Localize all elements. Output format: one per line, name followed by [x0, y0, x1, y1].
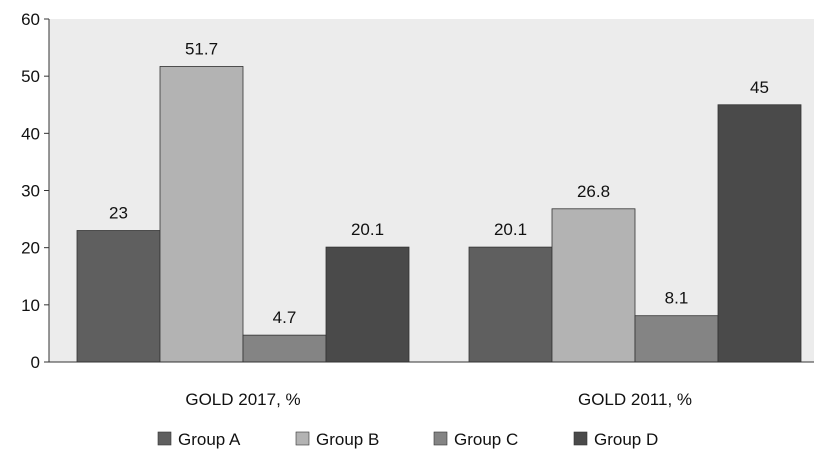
data-label: 51.7	[185, 39, 218, 58]
y-tick-label: 50	[21, 67, 40, 86]
y-tick-label: 60	[21, 10, 40, 29]
data-label: 23	[109, 204, 128, 223]
legend-swatch	[433, 431, 448, 446]
y-tick-label: 0	[31, 353, 40, 372]
bar-group-c-gold-2011	[634, 315, 719, 363]
legend-item-group-c: Group C	[433, 430, 518, 449]
bars-group	[76, 66, 802, 363]
legend-swatch	[573, 431, 588, 446]
bar-group-b-gold-2017	[159, 66, 244, 363]
legend-item-group-a: Group A	[157, 430, 241, 449]
data-label: 20.1	[494, 220, 527, 239]
bar-group-a-gold-2017	[76, 230, 161, 363]
y-tick-label: 10	[21, 296, 40, 315]
legend-label: Group B	[316, 430, 379, 449]
value-labels-group: 23 51.7 4.7 20.1 20.1 26.8 8.1 45	[109, 39, 769, 327]
legend-label: Group D	[594, 430, 658, 449]
y-axis: 0 10 20 30 40 50 60	[21, 10, 50, 372]
legend-swatch	[157, 431, 172, 446]
y-tick-label: 20	[21, 239, 40, 258]
data-label: 26.8	[577, 182, 610, 201]
x-category-label: GOLD 2017, %	[185, 390, 300, 409]
y-tick-label: 30	[21, 182, 40, 201]
legend-label: Group C	[454, 430, 518, 449]
x-axis: GOLD 2017, % GOLD 2011, %	[49, 361, 814, 409]
legend-swatch	[295, 431, 310, 446]
data-label: 45	[750, 78, 769, 97]
bar-group-c-gold-2017	[242, 334, 327, 363]
data-label: 4.7	[273, 308, 297, 327]
legend: Group A Group B Group C Group D	[157, 430, 658, 449]
data-label: 20.1	[351, 220, 384, 239]
bar-group-b-gold-2011	[551, 208, 636, 363]
bar-group-a-gold-2011	[468, 246, 553, 363]
legend-item-group-b: Group B	[295, 430, 379, 449]
bar-group-d-gold-2011	[717, 104, 802, 363]
bar-group-d-gold-2017	[325, 246, 410, 363]
legend-item-group-d: Group D	[573, 430, 658, 449]
x-category-label: GOLD 2011, %	[578, 390, 692, 409]
data-label: 8.1	[665, 289, 689, 308]
legend-label: Group A	[178, 430, 241, 449]
y-tick-label: 40	[21, 124, 40, 143]
